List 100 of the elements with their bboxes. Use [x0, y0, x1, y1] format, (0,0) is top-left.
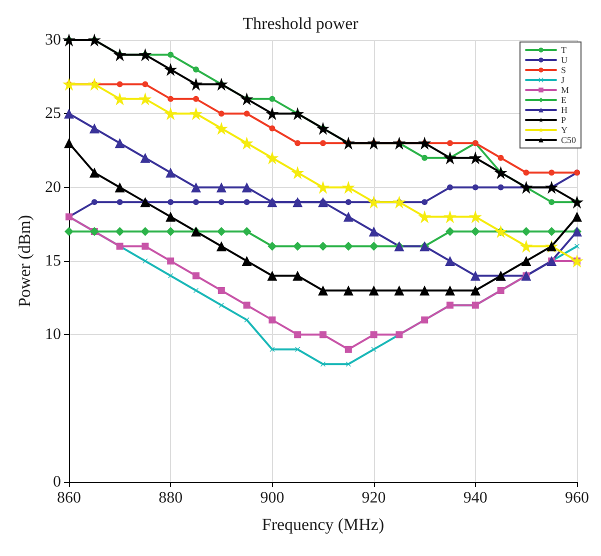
point: [142, 81, 148, 88]
point: [168, 96, 174, 102]
point: [472, 184, 478, 190]
point: [113, 92, 126, 106]
point: [345, 199, 352, 206]
point: [113, 48, 126, 62]
point: [468, 151, 482, 164]
point: [293, 242, 302, 251]
chart-title: Threshold power: [242, 14, 359, 33]
point: [574, 244, 580, 249]
point: [445, 285, 455, 296]
point: [291, 107, 304, 120]
point: [140, 152, 150, 163]
point: [142, 258, 148, 264]
point: [392, 196, 406, 209]
point: [266, 151, 279, 164]
point: [316, 122, 330, 135]
point: [498, 154, 504, 161]
point: [168, 199, 174, 206]
point: [116, 199, 123, 206]
point: [498, 184, 504, 190]
point: [420, 285, 430, 296]
point: [166, 212, 176, 222]
point: [191, 182, 201, 192]
point: [88, 34, 101, 46]
point: [371, 346, 376, 352]
point: [320, 362, 326, 367]
point: [367, 196, 380, 209]
point: [140, 227, 150, 236]
point: [244, 110, 250, 117]
point: [167, 258, 174, 264]
point: [548, 199, 555, 206]
y-tick-label: 20: [45, 178, 61, 196]
x-tick-label: 940: [463, 490, 488, 506]
point: [520, 240, 533, 253]
point: [114, 138, 125, 148]
point: [116, 81, 123, 88]
x-tick-label: 880: [158, 490, 183, 506]
point: [394, 285, 404, 296]
point: [166, 168, 176, 178]
point: [268, 242, 277, 251]
point: [168, 52, 174, 58]
point: [570, 196, 584, 209]
point: [570, 254, 584, 268]
point: [242, 182, 252, 192]
legend-label: Y: [560, 125, 568, 135]
y-tick-label: 30: [45, 32, 61, 48]
point: [242, 256, 252, 266]
point: [138, 48, 152, 62]
point: [392, 136, 406, 150]
point: [468, 210, 482, 224]
y-tick-label: 15: [45, 252, 61, 270]
point: [343, 212, 354, 222]
x-tick-label: 920: [362, 490, 386, 506]
point: [418, 136, 432, 150]
point: [214, 122, 228, 135]
point: [64, 108, 74, 119]
point: [342, 136, 355, 150]
point: [91, 199, 98, 206]
point: [369, 242, 378, 251]
point: [342, 180, 355, 194]
point: [193, 96, 199, 102]
x-tick-label: 900: [260, 490, 284, 506]
point: [64, 227, 74, 236]
point: [523, 170, 530, 176]
point: [444, 210, 456, 224]
legend-label: C50: [560, 135, 576, 145]
point: [447, 184, 453, 190]
point: [422, 154, 428, 161]
point: [269, 96, 276, 102]
x-tick-label: 960: [565, 490, 589, 506]
point: [346, 362, 351, 367]
point: [368, 285, 379, 296]
point: [216, 182, 226, 192]
point: [243, 302, 250, 309]
point: [64, 138, 74, 148]
legend-label: U: [560, 55, 568, 65]
point: [244, 199, 250, 206]
point: [190, 78, 202, 91]
point: [267, 270, 278, 281]
point: [192, 272, 200, 280]
y-tick-label: 25: [45, 105, 61, 122]
point: [444, 151, 456, 164]
point: [343, 285, 354, 296]
y-axis-title: Power (dBm): [15, 214, 34, 308]
point: [218, 302, 224, 308]
point: [138, 92, 152, 106]
legend-label: M: [560, 85, 570, 95]
legend-label: J: [560, 75, 565, 85]
point: [266, 107, 279, 120]
point: [114, 182, 125, 192]
point: [320, 140, 326, 146]
point: [193, 199, 199, 206]
point: [270, 346, 275, 352]
point: [240, 136, 254, 150]
point: [295, 346, 300, 352]
point: [422, 199, 428, 206]
point: [242, 227, 252, 236]
point: [318, 242, 328, 251]
point: [218, 110, 224, 117]
